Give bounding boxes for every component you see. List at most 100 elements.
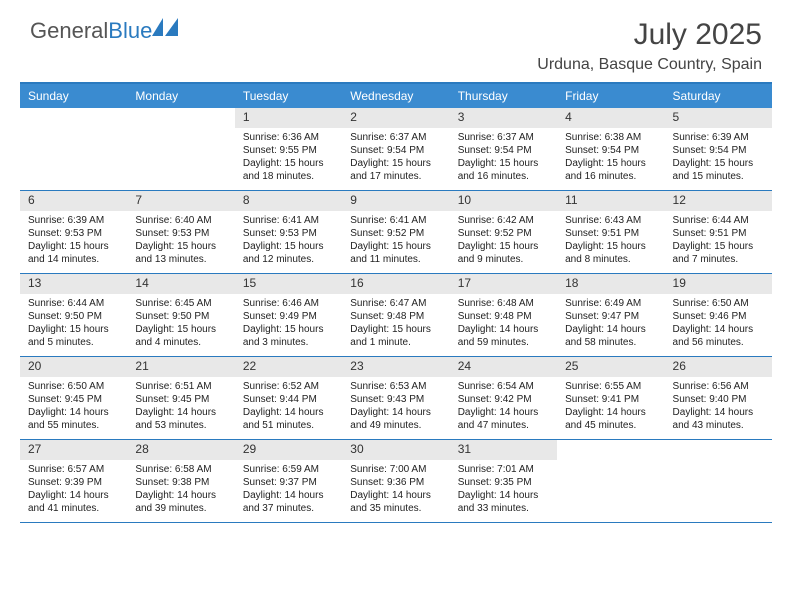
day-cell: 1Sunrise: 6:36 AMSunset: 9:55 PMDaylight… <box>235 108 342 190</box>
day-cell: 16Sunrise: 6:47 AMSunset: 9:48 PMDayligh… <box>342 274 449 356</box>
sunrise-line: Sunrise: 6:47 AM <box>350 297 441 310</box>
sunset-line: Sunset: 9:48 PM <box>350 310 441 323</box>
sunset-line: Sunset: 9:53 PM <box>135 227 226 240</box>
sunset-line: Sunset: 9:51 PM <box>673 227 764 240</box>
sunrise-line: Sunrise: 6:58 AM <box>135 463 226 476</box>
header: GeneralBlue July 2025 Urduna, Basque Cou… <box>0 0 792 82</box>
daylight-line: Daylight: 14 hours and 51 minutes. <box>243 406 334 432</box>
sunrise-line: Sunrise: 6:48 AM <box>458 297 549 310</box>
day-details: Sunrise: 6:50 AMSunset: 9:45 PMDaylight:… <box>20 377 127 438</box>
day-number: 6 <box>20 191 127 211</box>
day-cell: 24Sunrise: 6:54 AMSunset: 9:42 PMDayligh… <box>450 357 557 439</box>
sunset-line: Sunset: 9:45 PM <box>28 393 119 406</box>
daylight-line: Daylight: 15 hours and 13 minutes. <box>135 240 226 266</box>
day-details: Sunrise: 6:38 AMSunset: 9:54 PMDaylight:… <box>557 128 664 189</box>
sunrise-line: Sunrise: 6:38 AM <box>565 131 656 144</box>
day-details: Sunrise: 6:41 AMSunset: 9:52 PMDaylight:… <box>342 211 449 272</box>
sunset-line: Sunset: 9:51 PM <box>565 227 656 240</box>
day-details: Sunrise: 6:42 AMSunset: 9:52 PMDaylight:… <box>450 211 557 272</box>
sunrise-line: Sunrise: 6:50 AM <box>673 297 764 310</box>
day-cell: 31Sunrise: 7:01 AMSunset: 9:35 PMDayligh… <box>450 440 557 522</box>
day-cell: 17Sunrise: 6:48 AMSunset: 9:48 PMDayligh… <box>450 274 557 356</box>
day-details: Sunrise: 6:44 AMSunset: 9:50 PMDaylight:… <box>20 294 127 355</box>
day-cell: 3Sunrise: 6:37 AMSunset: 9:54 PMDaylight… <box>450 108 557 190</box>
sunset-line: Sunset: 9:44 PM <box>243 393 334 406</box>
daylight-line: Daylight: 15 hours and 11 minutes. <box>350 240 441 266</box>
day-number: 15 <box>235 274 342 294</box>
sunrise-line: Sunrise: 6:52 AM <box>243 380 334 393</box>
sunset-line: Sunset: 9:42 PM <box>458 393 549 406</box>
day-details: Sunrise: 6:57 AMSunset: 9:39 PMDaylight:… <box>20 460 127 521</box>
day-number: 19 <box>665 274 772 294</box>
day-details: Sunrise: 6:40 AMSunset: 9:53 PMDaylight:… <box>127 211 234 272</box>
sunset-line: Sunset: 9:50 PM <box>135 310 226 323</box>
daylight-line: Daylight: 14 hours and 49 minutes. <box>350 406 441 432</box>
sunrise-line: Sunrise: 6:53 AM <box>350 380 441 393</box>
sunrise-line: Sunrise: 7:00 AM <box>350 463 441 476</box>
day-number: 12 <box>665 191 772 211</box>
sunrise-line: Sunrise: 6:37 AM <box>350 131 441 144</box>
calendar: SundayMondayTuesdayWednesdayThursdayFrid… <box>20 82 772 523</box>
day-details: Sunrise: 6:47 AMSunset: 9:48 PMDaylight:… <box>342 294 449 355</box>
day-number: 9 <box>342 191 449 211</box>
day-details: Sunrise: 6:44 AMSunset: 9:51 PMDaylight:… <box>665 211 772 272</box>
weekday-header: Tuesday <box>235 84 342 108</box>
day-cell: 25Sunrise: 6:55 AMSunset: 9:41 PMDayligh… <box>557 357 664 439</box>
day-cell: 30Sunrise: 7:00 AMSunset: 9:36 PMDayligh… <box>342 440 449 522</box>
day-cell: 29Sunrise: 6:59 AMSunset: 9:37 PMDayligh… <box>235 440 342 522</box>
day-cell: 19Sunrise: 6:50 AMSunset: 9:46 PMDayligh… <box>665 274 772 356</box>
weekday-header: Friday <box>557 84 664 108</box>
week-row: 20Sunrise: 6:50 AMSunset: 9:45 PMDayligh… <box>20 357 772 440</box>
day-number: 10 <box>450 191 557 211</box>
sunrise-line: Sunrise: 6:46 AM <box>243 297 334 310</box>
daylight-line: Daylight: 14 hours and 33 minutes. <box>458 489 549 515</box>
day-number: 16 <box>342 274 449 294</box>
sunset-line: Sunset: 9:54 PM <box>350 144 441 157</box>
day-cell: 11Sunrise: 6:43 AMSunset: 9:51 PMDayligh… <box>557 191 664 273</box>
day-details: Sunrise: 6:52 AMSunset: 9:44 PMDaylight:… <box>235 377 342 438</box>
day-cell: 21Sunrise: 6:51 AMSunset: 9:45 PMDayligh… <box>127 357 234 439</box>
day-number: 18 <box>557 274 664 294</box>
day-number: 28 <box>127 440 234 460</box>
month-title: July 2025 <box>537 18 762 52</box>
week-row: 6Sunrise: 6:39 AMSunset: 9:53 PMDaylight… <box>20 191 772 274</box>
week-row: 27Sunrise: 6:57 AMSunset: 9:39 PMDayligh… <box>20 440 772 523</box>
sunset-line: Sunset: 9:35 PM <box>458 476 549 489</box>
daylight-line: Daylight: 14 hours and 58 minutes. <box>565 323 656 349</box>
day-cell: 23Sunrise: 6:53 AMSunset: 9:43 PMDayligh… <box>342 357 449 439</box>
day-details: Sunrise: 6:39 AMSunset: 9:53 PMDaylight:… <box>20 211 127 272</box>
day-cell: 0 <box>665 440 772 522</box>
day-number: 29 <box>235 440 342 460</box>
day-cell: 12Sunrise: 6:44 AMSunset: 9:51 PMDayligh… <box>665 191 772 273</box>
daylight-line: Daylight: 15 hours and 4 minutes. <box>135 323 226 349</box>
sunset-line: Sunset: 9:45 PM <box>135 393 226 406</box>
day-details: Sunrise: 6:39 AMSunset: 9:54 PMDaylight:… <box>665 128 772 189</box>
day-cell: 18Sunrise: 6:49 AMSunset: 9:47 PMDayligh… <box>557 274 664 356</box>
daylight-line: Daylight: 15 hours and 15 minutes. <box>673 157 764 183</box>
day-number: 13 <box>20 274 127 294</box>
daylight-line: Daylight: 14 hours and 56 minutes. <box>673 323 764 349</box>
day-number: 4 <box>557 108 664 128</box>
day-number: 11 <box>557 191 664 211</box>
day-cell: 4Sunrise: 6:38 AMSunset: 9:54 PMDaylight… <box>557 108 664 190</box>
day-cell: 5Sunrise: 6:39 AMSunset: 9:54 PMDaylight… <box>665 108 772 190</box>
location: Urduna, Basque Country, Spain <box>537 56 762 74</box>
sunrise-line: Sunrise: 6:42 AM <box>458 214 549 227</box>
day-details: Sunrise: 6:46 AMSunset: 9:49 PMDaylight:… <box>235 294 342 355</box>
day-number: 27 <box>20 440 127 460</box>
daylight-line: Daylight: 14 hours and 59 minutes. <box>458 323 549 349</box>
day-details: Sunrise: 6:43 AMSunset: 9:51 PMDaylight:… <box>557 211 664 272</box>
sunset-line: Sunset: 9:37 PM <box>243 476 334 489</box>
daylight-line: Daylight: 15 hours and 17 minutes. <box>350 157 441 183</box>
day-number: 1 <box>235 108 342 128</box>
sunrise-line: Sunrise: 6:44 AM <box>673 214 764 227</box>
weekday-header: Saturday <box>665 84 772 108</box>
sunrise-line: Sunrise: 6:51 AM <box>135 380 226 393</box>
day-cell: 0 <box>127 108 234 190</box>
daylight-line: Daylight: 15 hours and 7 minutes. <box>673 240 764 266</box>
day-cell: 0 <box>20 108 127 190</box>
title-block: July 2025 Urduna, Basque Country, Spain <box>537 18 762 74</box>
week-row: 0 0 1Sunrise: 6:36 AMSunset: 9:55 PMDayl… <box>20 108 772 191</box>
sunset-line: Sunset: 9:39 PM <box>28 476 119 489</box>
day-details: Sunrise: 6:54 AMSunset: 9:42 PMDaylight:… <box>450 377 557 438</box>
